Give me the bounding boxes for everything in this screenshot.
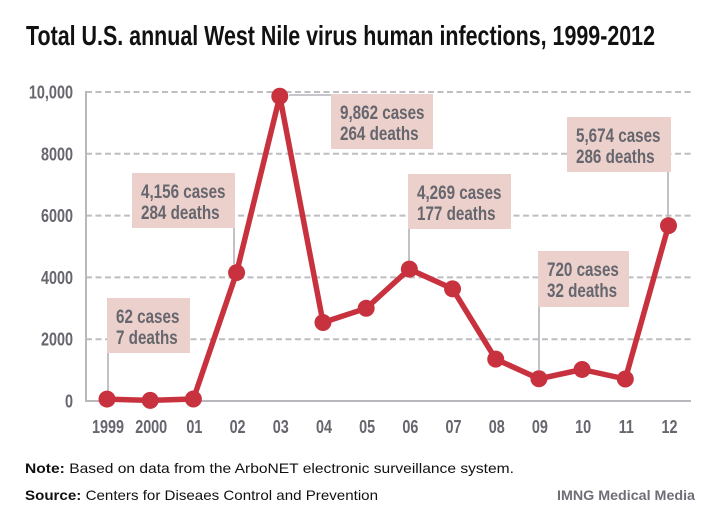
data-point (573, 360, 591, 378)
annotation-cases: 9,862 cases (340, 103, 425, 124)
y-axis-ticks: 0 2000 4000 6000 8000 10,000 (29, 83, 73, 412)
x-tick-label: 07 (446, 417, 462, 437)
annotation-box (567, 117, 671, 172)
annotation-deaths: 177 deaths (417, 204, 496, 225)
x-tick-label: 1999 (92, 417, 124, 437)
data-point (530, 370, 548, 388)
x-tick-label: 05 (359, 417, 375, 437)
annotation-cases: 720 cases (547, 260, 619, 281)
data-point (357, 299, 375, 317)
data-point (444, 280, 462, 298)
x-tick-label: 04 (316, 417, 332, 437)
data-point (314, 314, 332, 332)
annotation-cases: 4,269 cases (417, 183, 502, 204)
x-tick-label: 03 (273, 417, 289, 437)
x-tick-label: 01 (186, 417, 202, 437)
annotation-cases: 5,674 cases (576, 126, 661, 147)
y-tick-label: 2000 (41, 330, 73, 350)
y-tick-label: 6000 (41, 206, 73, 226)
annotation-box (132, 173, 235, 228)
series (98, 87, 677, 409)
footer-source: Source: Centers for Diseaes Control and P… (25, 487, 378, 503)
y-tick-label: 4000 (41, 268, 73, 288)
data-point (400, 260, 418, 278)
annotation-deaths: 284 deaths (141, 203, 220, 224)
source-label: Source: (25, 487, 81, 503)
data-point (271, 87, 289, 105)
x-tick-label: 06 (402, 417, 418, 437)
x-axis-ticks: 1999 2000 01 02 03 04 05 06 07 08 09 10 11 12 (92, 417, 678, 437)
annotation-cases: 4,156 cases (141, 182, 226, 203)
x-tick-label: 09 (532, 417, 548, 437)
x-tick-label: 12 (662, 417, 678, 437)
data-point (616, 370, 634, 388)
data-point (228, 264, 246, 282)
y-tick-label: 8000 (41, 144, 73, 164)
x-tick-label: 10 (575, 417, 591, 437)
x-tick-label: 08 (489, 417, 505, 437)
data-point (487, 350, 505, 368)
annotation-deaths: 286 deaths (576, 147, 655, 168)
data-point (184, 390, 202, 408)
annotation-deaths: 32 deaths (547, 281, 617, 302)
x-tick-label: 11 (619, 417, 634, 437)
data-point (660, 217, 677, 235)
annotation-deaths: 7 deaths (116, 328, 178, 349)
data-point (98, 390, 116, 408)
note-text: Based on data from the ArboNET electroni… (69, 460, 514, 476)
credit-label: IMNG Medical Media (557, 487, 695, 503)
annotation-box (538, 251, 629, 307)
chart-title: Total U.S. annual West Nile virus human … (26, 20, 655, 51)
y-tick-label: 0 (65, 392, 73, 412)
annotation-cases: 62 cases (116, 307, 179, 328)
y-tick-label: 10,000 (29, 83, 73, 103)
data-point (141, 391, 159, 409)
footer-note: Note: Based on data from the ArboNET elec… (25, 460, 514, 476)
source-text: Centers for Diseaes Control and Preventi… (86, 487, 378, 503)
note-label: Note: (25, 460, 65, 476)
x-tick-label: 02 (230, 417, 246, 437)
annotation-deaths: 264 deaths (340, 124, 419, 145)
x-tick-label: 2000 (135, 417, 167, 437)
annotation-box (408, 174, 511, 229)
annotation-box (107, 298, 190, 353)
annotation-box (331, 94, 433, 149)
